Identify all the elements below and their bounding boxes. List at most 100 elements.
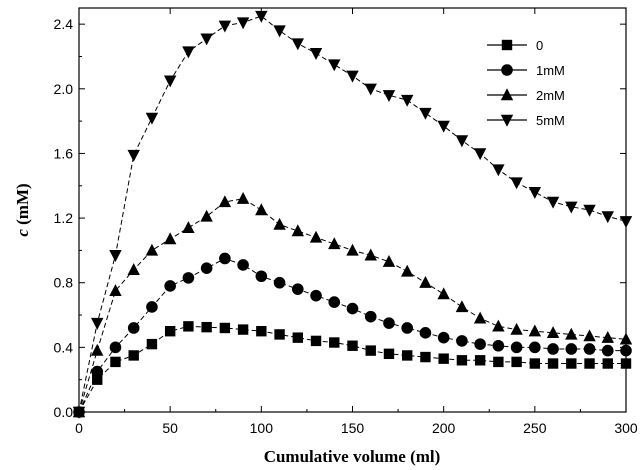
data-point: [236, 191, 250, 204]
data-point: [309, 230, 323, 243]
data-point: [510, 341, 523, 354]
data-point: [219, 322, 231, 334]
data-point: [255, 270, 268, 283]
series-triangle-down: [72, 10, 633, 419]
y-tick-label: 0.8: [54, 275, 74, 291]
data-point: [109, 341, 122, 354]
data-point: [292, 332, 303, 343]
data-point: [347, 340, 358, 351]
y-tick-label: 1.6: [54, 145, 74, 161]
data-point: [91, 365, 104, 378]
data-point: [438, 353, 449, 364]
data-point: [200, 33, 213, 46]
series-circle: [73, 252, 632, 418]
data-point: [128, 350, 139, 361]
data-point: [127, 149, 140, 162]
data-point: [273, 276, 286, 289]
data-point: [382, 90, 396, 102]
data-point: [492, 164, 505, 177]
data-point: [511, 356, 522, 368]
data-point: [492, 319, 505, 332]
data-point: [419, 276, 432, 288]
data-point: [218, 195, 232, 208]
data-point: [237, 324, 249, 335]
data-point: [274, 329, 285, 340]
data-point: [620, 358, 632, 369]
data-point: [92, 374, 103, 385]
data-point: [218, 20, 232, 33]
data-point: [473, 311, 487, 324]
data-point: [419, 327, 432, 339]
data-point: [584, 358, 595, 369]
data-point: [200, 262, 213, 274]
data-point: [474, 355, 486, 366]
legend-label: 0: [536, 38, 543, 53]
data-point: [255, 10, 268, 23]
data-point: [546, 196, 560, 209]
data-point: [455, 135, 469, 148]
data-point: [382, 255, 396, 267]
data-point: [163, 232, 177, 245]
data-point: [583, 329, 596, 342]
data-point: [565, 343, 578, 355]
legend-marker: [501, 64, 513, 76]
data-point: [291, 38, 304, 51]
x-tick-label: 300: [614, 420, 638, 436]
data-point: [201, 321, 212, 333]
data-point: [492, 339, 505, 352]
data-point: [510, 322, 523, 335]
data-point: [402, 350, 413, 361]
data-point: [146, 338, 158, 350]
data-point: [109, 284, 122, 296]
y-tick-label: 2.0: [54, 81, 74, 97]
data-point: [529, 341, 541, 354]
axis-ticks: 0 50 100 150 200 250 300 0.0 0.4 0.8 1.2 1.6 2.0 2.4: [54, 8, 638, 436]
data-point: [529, 358, 541, 369]
data-point: [456, 335, 468, 347]
data-point: [547, 358, 559, 369]
x-tick-label: 200: [432, 420, 456, 436]
legend-label: 2mM: [536, 88, 565, 103]
data-point: [291, 224, 304, 237]
data-point: [145, 243, 159, 256]
legend-item: 2mM: [487, 88, 565, 103]
data-point: [583, 204, 596, 217]
series-layer: [72, 10, 633, 419]
data-point: [583, 343, 596, 355]
data-point: [164, 326, 176, 337]
data-point: [219, 252, 231, 265]
legend-label: 1mM: [536, 63, 565, 78]
data-point: [72, 406, 86, 419]
data-point: [528, 187, 542, 199]
data-point: [437, 331, 450, 344]
y-tick-label: 0.0: [54, 404, 74, 420]
data-point: [546, 326, 560, 339]
data-point: [365, 345, 376, 356]
legend-item: 0: [487, 38, 543, 53]
data-point: [91, 343, 104, 356]
data-point: [419, 107, 432, 120]
data-point: [383, 348, 395, 360]
data-point: [565, 201, 578, 214]
data-point: [510, 177, 523, 190]
data-point: [292, 283, 304, 295]
data-point: [528, 324, 542, 337]
y-axis-title: c (mM): [13, 183, 32, 236]
data-point: [401, 322, 414, 334]
y-tick-label: 0.4: [54, 339, 74, 355]
x-tick-label: 0: [75, 420, 83, 436]
data-point: [273, 217, 286, 230]
legend-item: 1mM: [487, 63, 565, 78]
x-tick-label: 150: [341, 420, 365, 436]
data-point: [383, 317, 395, 329]
data-point: [164, 280, 176, 292]
data-point: [163, 75, 177, 88]
y-tick-label: 2.4: [54, 16, 74, 32]
data-point: [255, 203, 268, 216]
data-point: [455, 300, 469, 313]
data-point: [328, 237, 341, 250]
data-point: [565, 327, 578, 340]
series-line: [78, 257, 626, 413]
